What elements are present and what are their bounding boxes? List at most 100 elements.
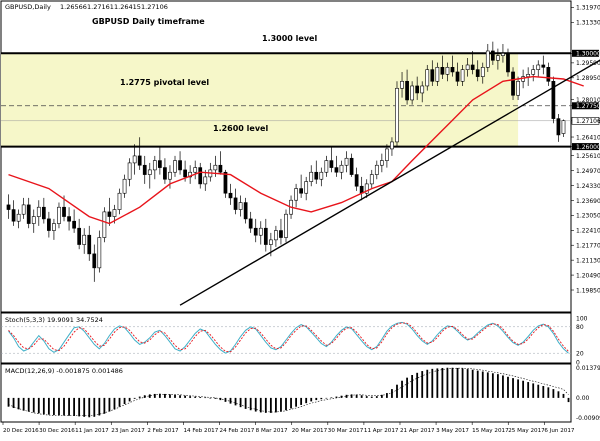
candle-body [480, 66, 485, 77]
macd-histogram-bar [204, 397, 207, 399]
macd-histogram-bar [542, 386, 545, 398]
candle-body [269, 239, 273, 245]
macd-histogram-bar [406, 377, 408, 398]
macd-axis-label: 0.013794 [576, 365, 600, 372]
macd-histogram-bar [32, 397, 35, 413]
candle-body [223, 171, 228, 194]
macd-histogram-bar [522, 380, 525, 398]
x-axis-label: 6 Jun 2017 [544, 428, 575, 434]
ohlc-open: 1.26566 [60, 3, 87, 11]
macd-histogram-bar [118, 397, 121, 407]
price-axis-label: 1.21130 [576, 257, 600, 264]
price-axis-label: 1.23690 [576, 198, 600, 205]
price-axis-label: 1.28950 [576, 75, 600, 82]
macd-histogram-bar [380, 394, 383, 398]
macd-histogram-bar [401, 380, 403, 398]
macd-histogram-bar [113, 397, 116, 410]
x-axis-label: 24 Feb 2017 [220, 428, 255, 434]
candle-body [390, 141, 394, 150]
candle-body [127, 162, 132, 180]
macd-histogram-bar [169, 394, 171, 398]
candle-body [258, 227, 263, 236]
candle-body [501, 53, 505, 56]
candle-body [551, 80, 556, 119]
macd-histogram-bar [78, 397, 81, 417]
macd-histogram-bar [138, 396, 141, 398]
candle-body [511, 71, 515, 96]
candle-body [36, 206, 41, 217]
candle-body [435, 66, 440, 82]
stoch-header: Stoch(5,3,3) 19.9091 34.7524 [5, 316, 103, 324]
macd-histogram-bar [22, 397, 25, 411]
symbol-label: GBPUSD,Daily [5, 3, 51, 11]
candle-body [344, 157, 349, 166]
chart-title: GBPUSD Daily timeframe [92, 17, 205, 26]
macd-histogram-bar [269, 397, 272, 413]
macd-histogram-bar [426, 369, 429, 398]
candle-body [263, 227, 268, 245]
price-axis-label: 1.24970 [576, 168, 600, 175]
macd-histogram-bar [325, 397, 328, 399]
candle-body [253, 227, 258, 236]
candle-body [6, 204, 11, 210]
candle-body [57, 206, 61, 224]
macd-histogram-bar [461, 368, 464, 398]
macd-axis-label: 0.00 [576, 395, 590, 402]
candle-body [198, 167, 203, 185]
candle-body [67, 216, 71, 222]
candle-body [556, 118, 561, 136]
candle-body [531, 69, 536, 75]
macd-histogram-bar [411, 375, 414, 398]
x-axis-label: 15 May 2017 [472, 428, 509, 434]
candle-body [193, 167, 198, 173]
macd-histogram-bar [355, 394, 358, 398]
level-annotation: 1.2600 level [213, 124, 268, 133]
candle-body [506, 53, 510, 73]
x-axis-label: 30 Mar 2017 [328, 428, 364, 434]
macd-histogram-bar [98, 397, 101, 416]
candle-body [324, 160, 329, 173]
macd-header: MACD(12,26,9) -0.001875 0.001486 [5, 367, 123, 375]
candle-body [41, 206, 46, 220]
price-axis-label: 1.28010 [576, 97, 600, 104]
macd-histogram-bar [441, 367, 444, 398]
candle-body [102, 211, 107, 238]
macd-histogram-bar [123, 397, 126, 405]
macd-histogram-bar [547, 387, 550, 398]
macd-histogram-bar [280, 397, 282, 412]
macd-histogram-bar [194, 396, 197, 398]
macd-histogram-bar [416, 372, 419, 398]
x-axis-label: 21 Apr 2017 [400, 428, 435, 434]
macd-histogram-bar [164, 393, 166, 398]
candle-body [203, 176, 208, 185]
level-price-tag-label: 1.26000 [576, 144, 600, 151]
candle-body [420, 85, 425, 94]
macd-histogram-bar [360, 395, 363, 398]
candle-body [97, 237, 102, 269]
macd-histogram-bar [53, 397, 55, 416]
macd-histogram-bar [209, 397, 212, 399]
candle-body [62, 206, 66, 217]
candle-body [425, 69, 430, 87]
macd-histogram-bar [436, 368, 439, 398]
candle-body [16, 213, 21, 222]
x-axis-label: 11 Jan 2017 [75, 428, 109, 434]
candle-body [400, 80, 404, 89]
macd-histogram-bar [330, 397, 333, 399]
macd-histogram-bar [254, 397, 257, 412]
x-axis-label: 20 Mar 2017 [292, 428, 328, 434]
x-axis-label: 8 Mar 2017 [256, 428, 288, 434]
candle-body [496, 55, 500, 61]
candle-body [349, 157, 354, 175]
candle-body [233, 197, 238, 210]
macd-histogram-bar [128, 397, 131, 402]
macd-histogram-bar [496, 374, 499, 398]
candle-body [92, 253, 97, 269]
candle-body [490, 50, 495, 61]
candle-body [526, 73, 531, 77]
price-axis-label: 1.31970 [576, 5, 600, 12]
current-price-tag [571, 116, 600, 125]
candle-body [460, 69, 465, 82]
candle-body [26, 204, 31, 224]
